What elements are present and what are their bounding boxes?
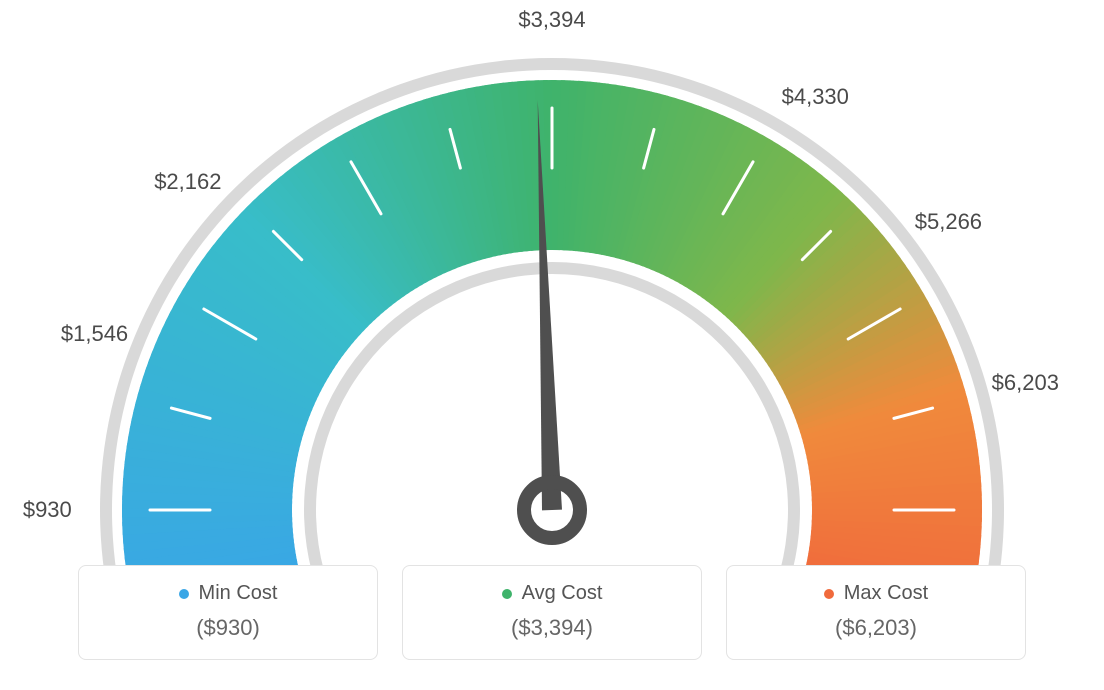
gauge-tick-label: $2,162 [154,169,221,195]
legend-label-avg: Avg Cost [522,582,603,605]
gauge-tick-label: $930 [23,497,72,523]
legend-value-avg: ($3,394) [423,615,681,641]
legend-value-min: ($930) [99,615,357,641]
legend-card-avg: Avg Cost ($3,394) [402,565,702,660]
gauge-tick-label: $5,266 [915,209,982,235]
dot-min [179,589,189,599]
gauge-svg [52,10,1052,570]
legend-title-avg: Avg Cost [502,582,603,605]
legend-card-max: Max Cost ($6,203) [726,565,1026,660]
legend-title-min: Min Cost [179,582,278,605]
gauge-tick-label: $1,546 [61,321,128,347]
cost-gauge-chart: $930$1,546$2,162$3,394$4,330$5,266$6,203 [52,10,1052,570]
legend-row: Min Cost ($930) Avg Cost ($3,394) Max Co… [62,565,1042,660]
legend-label-max: Max Cost [844,582,928,605]
dot-max [824,589,834,599]
legend-title-max: Max Cost [824,582,928,605]
legend-label-min: Min Cost [199,582,278,605]
gauge-tick-label: $6,203 [992,370,1059,396]
legend-value-max: ($6,203) [747,615,1005,641]
dot-avg [502,589,512,599]
gauge-tick-label: $3,394 [518,7,585,33]
legend-card-min: Min Cost ($930) [78,565,378,660]
gauge-tick-label: $4,330 [782,84,849,110]
